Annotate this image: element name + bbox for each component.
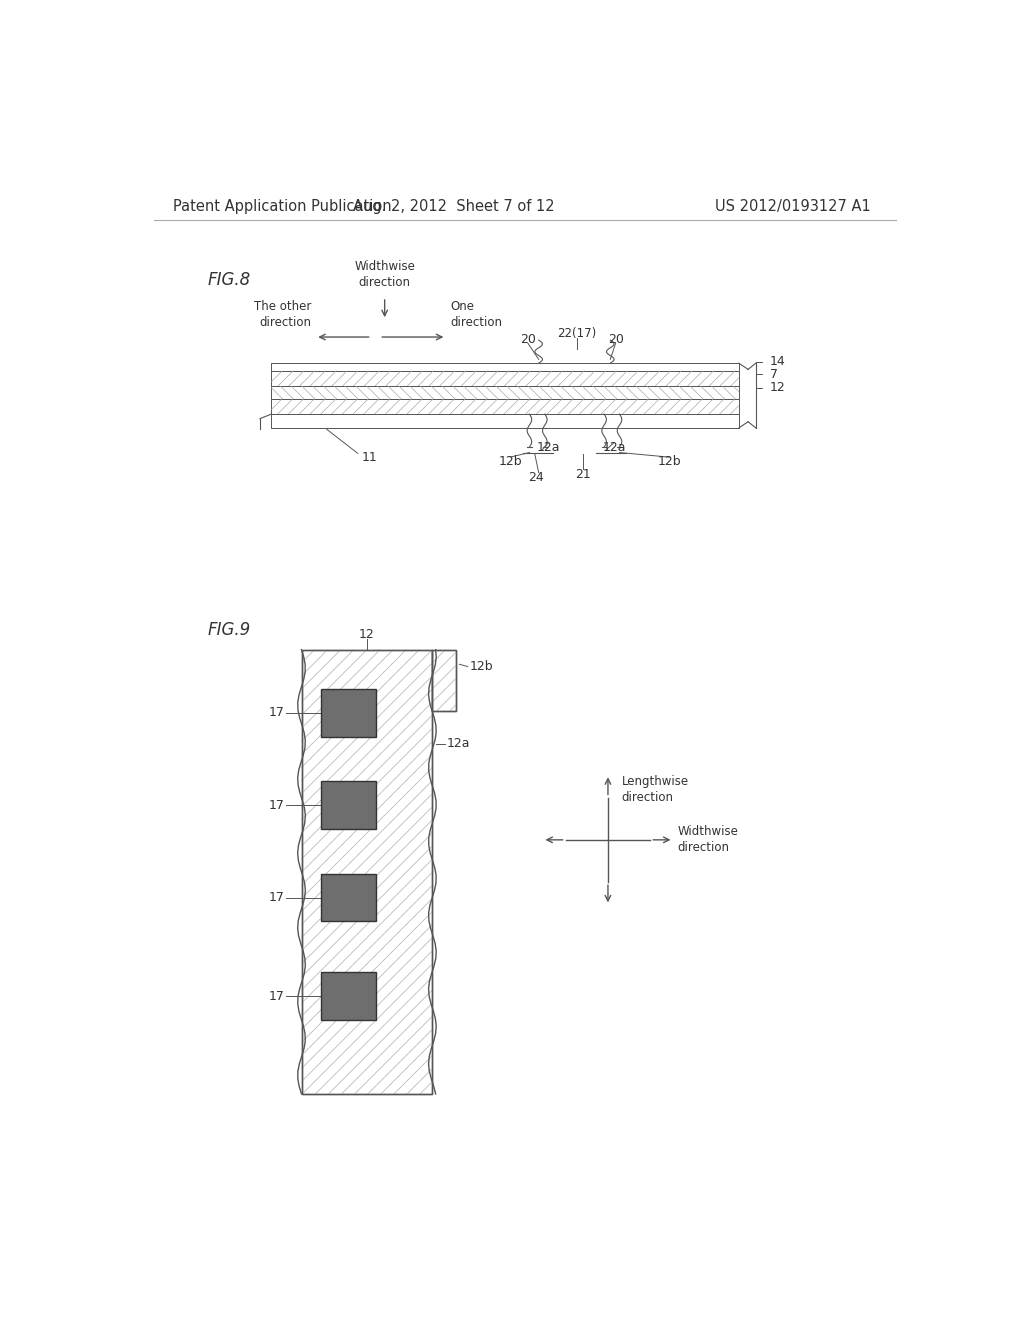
Bar bbox=[321, 973, 376, 1020]
Text: 22(17): 22(17) bbox=[557, 327, 597, 341]
Text: 17: 17 bbox=[268, 990, 285, 1003]
Text: Lengthwise
direction: Lengthwise direction bbox=[622, 775, 689, 804]
Text: FIG.8: FIG.8 bbox=[208, 271, 251, 289]
Text: 21: 21 bbox=[575, 467, 591, 480]
Text: Widthwise
direction: Widthwise direction bbox=[354, 260, 415, 289]
Text: 12: 12 bbox=[359, 628, 375, 640]
Text: 12: 12 bbox=[770, 381, 785, 395]
Text: 12b: 12b bbox=[499, 455, 522, 469]
Text: US 2012/0193127 A1: US 2012/0193127 A1 bbox=[715, 198, 870, 214]
Bar bbox=[301, 649, 432, 1094]
Text: 14: 14 bbox=[770, 355, 785, 368]
Text: 17: 17 bbox=[268, 891, 285, 904]
Text: 17: 17 bbox=[268, 706, 285, 719]
Bar bbox=[321, 689, 376, 737]
Text: Aug. 2, 2012  Sheet 7 of 12: Aug. 2, 2012 Sheet 7 of 12 bbox=[353, 198, 555, 214]
Bar bbox=[271, 371, 739, 387]
Bar bbox=[271, 414, 739, 428]
Text: 20: 20 bbox=[520, 333, 536, 346]
Text: Patent Application Publication: Patent Application Publication bbox=[173, 198, 391, 214]
Text: The other
direction: The other direction bbox=[254, 301, 311, 330]
Text: 7: 7 bbox=[770, 367, 777, 380]
Text: Widthwise
direction: Widthwise direction bbox=[677, 825, 738, 854]
Bar bbox=[321, 781, 376, 829]
Bar bbox=[271, 387, 739, 399]
Bar bbox=[432, 649, 456, 711]
Text: 12b: 12b bbox=[657, 455, 681, 469]
Text: 17: 17 bbox=[268, 799, 285, 812]
Text: FIG.9: FIG.9 bbox=[208, 620, 251, 639]
Text: 11: 11 bbox=[361, 450, 377, 463]
Text: 12a: 12a bbox=[446, 737, 470, 750]
Bar bbox=[301, 649, 432, 1094]
Bar bbox=[432, 649, 456, 711]
Bar bbox=[271, 363, 739, 371]
Text: One
direction: One direction bbox=[451, 301, 502, 330]
Text: 20: 20 bbox=[607, 333, 624, 346]
Text: 12b: 12b bbox=[469, 660, 493, 673]
Text: 24: 24 bbox=[528, 471, 544, 484]
Text: 12a: 12a bbox=[537, 441, 560, 454]
Bar bbox=[321, 874, 376, 921]
Bar bbox=[271, 399, 739, 414]
Text: 12a: 12a bbox=[602, 441, 626, 454]
